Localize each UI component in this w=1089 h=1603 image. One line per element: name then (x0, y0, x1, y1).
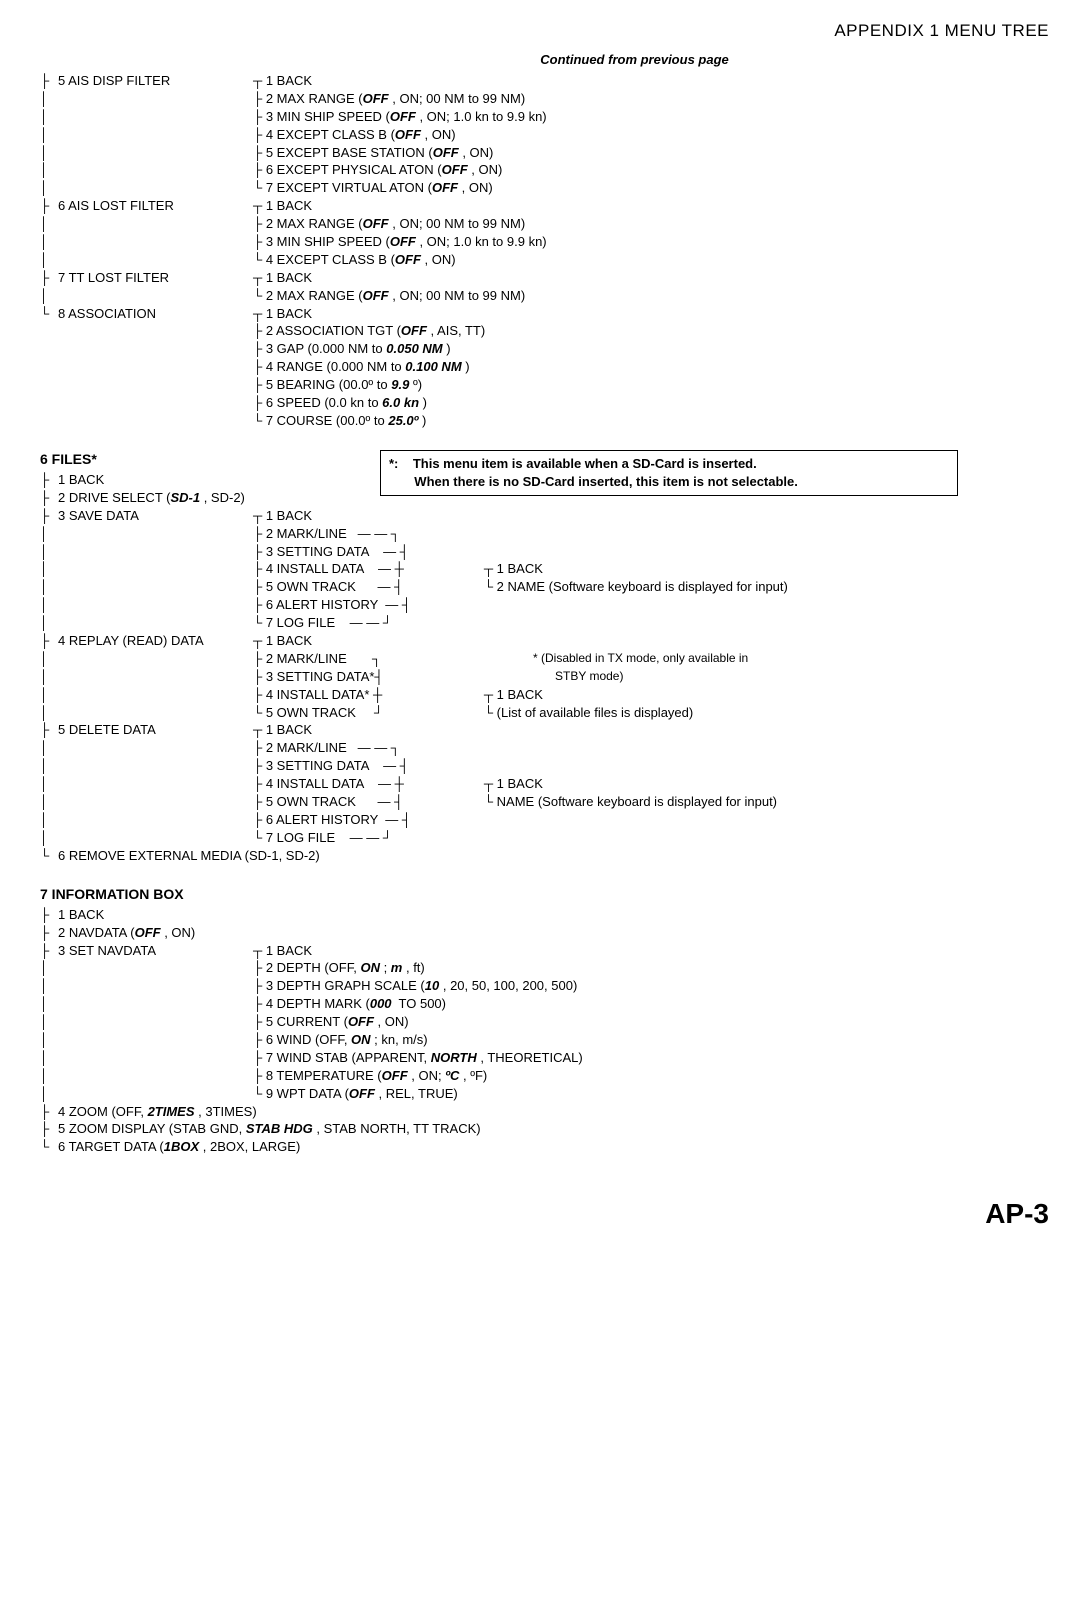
menu-item: └ 7 LOG FILE — — ┘ (253, 830, 473, 847)
menu-item: ├ 5 BEARING (00.0º to 9.9 º) (253, 377, 473, 394)
files-note: *: This menu item is available when a SD… (380, 450, 958, 496)
menu-item: ├ 4 INSTALL DATA* ┼ (253, 687, 473, 704)
menu-item: 6 REMOVE EXTERNAL MEDIA (SD-1, SD-2) (58, 848, 320, 865)
menu-item: └ 2 MAX RANGE (OFF , ON; 00 NM to 99 NM) (253, 288, 473, 305)
menu-item: ├ 2 MAX RANGE (OFF , ON; 00 NM to 99 NM) (253, 91, 473, 108)
page-number: AP-3 (40, 1196, 1049, 1232)
delete-data-title: 5 DELETE DATA (58, 722, 253, 739)
menu-item: ├ 5 EXCEPT BASE STATION (OFF , ON) (253, 145, 473, 162)
menu-item: 6 TARGET DATA (1BOX , 2BOX, LARGE) (58, 1139, 300, 1156)
menu-item: ├ 6 EXCEPT PHYSICAL ATON (OFF , ON) (253, 162, 473, 179)
menu-item: ├ 2 DEPTH (OFF, ON ; m , ft) (253, 960, 425, 977)
menu-item: ├ 2 MARK/LINE — — ┐ (253, 740, 473, 757)
menu-item: 4 ZOOM (OFF, 2TIMES , 3TIMES) (58, 1104, 257, 1121)
replay-note2: STBY mode) (555, 669, 1049, 685)
menu-item: ├ 3 MIN SHIP SPEED (OFF , ON; 1.0 kn to … (253, 109, 473, 126)
menu-item: ┬ 1 BACK (253, 306, 473, 323)
menu-item: ├ 4 RANGE (0.000 NM to 0.100 NM ) (253, 359, 473, 376)
menu-item: ├ 4 INSTALL DATA — ┼ (253, 561, 473, 578)
menu-item: ├ 3 GAP (0.000 NM to 0.050 NM ) (253, 341, 473, 358)
menu-item: ├ 3 SETTING DATA*┤ (253, 669, 473, 686)
menu-item: ├ 4 INSTALL DATA — ┼ (253, 776, 473, 793)
replay-note: * (Disabled in TX mode, only available i… (533, 651, 1049, 667)
menu-item: └ 5 OWN TRACK ┘ (253, 705, 473, 722)
menu-item: ┬ 1 BACK (253, 943, 473, 960)
ais-disp-filter-title: 5 AIS DISP FILTER (58, 73, 253, 90)
menu-item: 1 BACK (58, 907, 253, 924)
menu-item: ┬ 1 BACK (473, 561, 1049, 578)
menu-item: ├ 5 CURRENT (OFF , ON) (253, 1014, 409, 1031)
menu-item: 5 ZOOM DISPLAY (STAB GND, STAB HDG , STA… (58, 1121, 481, 1138)
ais-lost-filter-title: 6 AIS LOST FILTER (58, 198, 253, 215)
menu-item: ┬ 1 BACK (253, 270, 473, 287)
menu-item: ├ 3 DEPTH GRAPH SCALE (10 , 20, 50, 100,… (253, 978, 577, 995)
menu-item: ┬ 1 BACK (253, 722, 473, 739)
info-box-title: 7 INFORMATION BOX (40, 885, 1049, 903)
menu-item: ┬ 1 BACK (253, 73, 473, 90)
menu-item: ├ 7 WIND STAB (APPARENT, NORTH , THEORET… (253, 1050, 583, 1067)
menu-item: ├ 3 SETTING DATA — ┤ (253, 544, 473, 561)
menu-item: ┬ 1 BACK (253, 633, 473, 650)
menu-item: ├ 2 MAX RANGE (OFF , ON; 00 NM to 99 NM) (253, 216, 473, 233)
menu-item: ┬ 1 BACK (253, 508, 473, 525)
save-data-title: 3 SAVE DATA (58, 508, 253, 525)
menu-item: └ 7 COURSE (00.0º to 25.0º ) (253, 413, 473, 430)
menu-item: ├ 3 MIN SHIP SPEED (OFF , ON; 1.0 kn to … (253, 234, 473, 251)
menu-item: ├ 8 TEMPERATURE (OFF , ON; ºC , ºF) (253, 1068, 487, 1085)
menu-item: └ 7 EXCEPT VIRTUAL ATON (OFF , ON) (253, 180, 473, 197)
menu-item: ┬ 1 BACK (473, 687, 1049, 704)
set-navdata-title: 3 SET NAVDATA (58, 943, 253, 960)
menu-item: └ 7 LOG FILE — — ┘ (253, 615, 473, 632)
menu-item: └ 4 EXCEPT CLASS B (OFF , ON) (253, 252, 473, 269)
menu-item: 2 DRIVE SELECT (SD-1 , SD-2) (58, 490, 245, 507)
menu-item: ├ 4 EXCEPT CLASS B (OFF , ON) (253, 127, 473, 144)
menu-item: ├ 4 DEPTH MARK (000 TO 500) (253, 996, 446, 1013)
menu-item: ├ 2 MARK/LINE — — ┐ (253, 526, 473, 543)
menu-item: └ NAME (Software keyboard is displayed f… (473, 794, 1049, 811)
menu-item: ├ 6 ALERT HISTORY — ┤ (253, 597, 473, 614)
menu-item: ├ 2 MARK/LINE ┐ (253, 651, 473, 668)
menu-item: ├ 3 SETTING DATA — ┤ (253, 758, 473, 775)
menu-item: ├ 5 OWN TRACK — ┤ (253, 579, 473, 596)
menu-item: └ 9 WPT DATA (OFF , REL, TRUE) (253, 1086, 458, 1103)
replay-data-title: 4 REPLAY (READ) DATA (58, 633, 253, 650)
continued-label: Continued from previous page (220, 52, 1049, 69)
page-header: APPENDIX 1 MENU TREE (40, 20, 1049, 42)
menu-item: 2 NAVDATA (OFF , ON) (58, 925, 195, 942)
menu-item: ┬ 1 BACK (473, 776, 1049, 793)
menu-item: ┬ 1 BACK (253, 198, 473, 215)
menu-item: ├ 6 ALERT HISTORY — ┤ (253, 812, 473, 829)
menu-item: 1 BACK (58, 472, 253, 489)
menu-item: ├ 6 SPEED (0.0 kn to 6.0 kn ) (253, 395, 473, 412)
menu-item: ├ 2 ASSOCIATION TGT (OFF , AIS, TT) (253, 323, 473, 340)
menu-item: ├ 6 WIND (OFF, ON ; kn, m/s) (253, 1032, 428, 1049)
menu-item: └ (List of available files is displayed) (473, 705, 1049, 722)
menu-item: ├ 5 OWN TRACK — ┤ (253, 794, 473, 811)
menu-item: └ 2 NAME (Software keyboard is displayed… (473, 579, 1049, 596)
tt-lost-filter-title: 7 TT LOST FILTER (58, 270, 253, 287)
association-title: 8 ASSOCIATION (58, 306, 253, 323)
